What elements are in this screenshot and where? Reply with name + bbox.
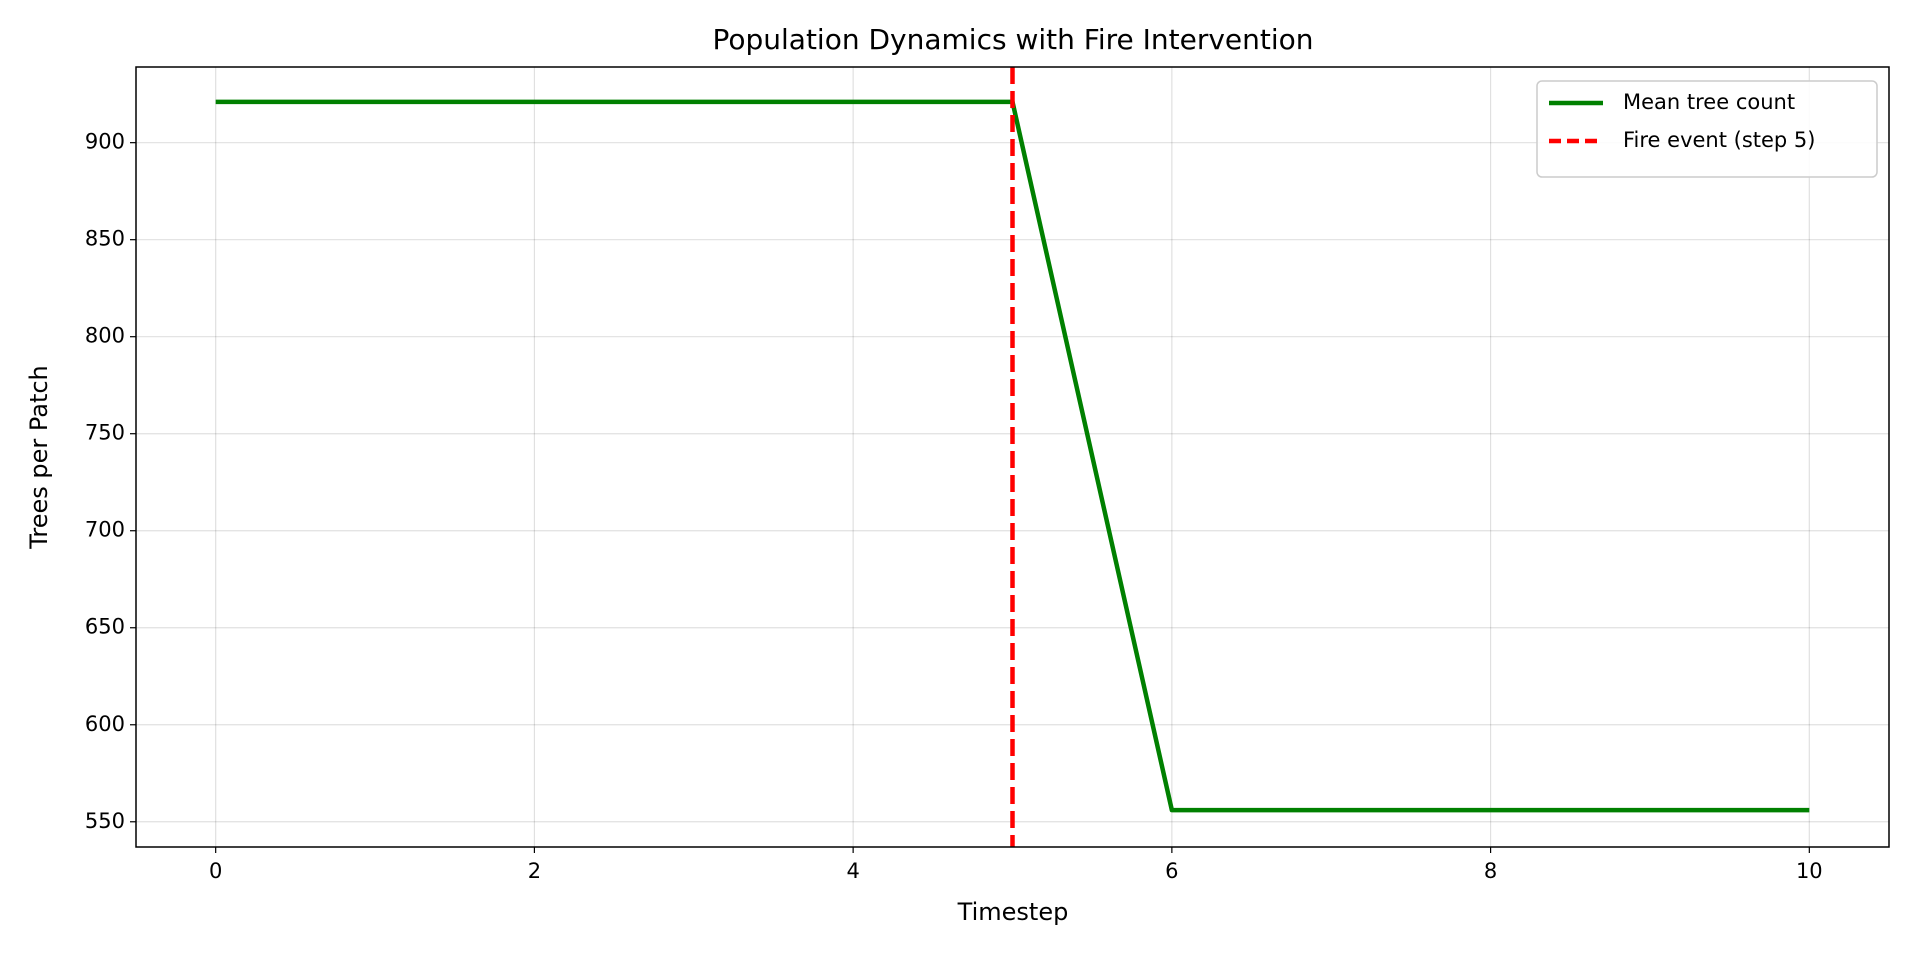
- legend-label: Mean tree count: [1623, 90, 1795, 114]
- y-tick-label: 900: [85, 130, 125, 154]
- x-tick-label: 8: [1484, 859, 1497, 883]
- y-tick-label: 600: [85, 712, 125, 736]
- y-tick-label: 650: [85, 615, 125, 639]
- legend-label: Fire event (step 5): [1623, 128, 1816, 152]
- y-tick-label: 700: [85, 518, 125, 542]
- legend: Mean tree count Fire event (step 5): [1536, 80, 1878, 178]
- y-tick-label: 850: [85, 227, 125, 251]
- y-axis-label: Trees per Patch: [25, 365, 53, 550]
- x-tick-label: 4: [846, 859, 859, 883]
- chart-title: Population Dynamics with Fire Interventi…: [712, 23, 1313, 56]
- plot-frame: [135, 66, 1890, 848]
- x-tick-label: 6: [1165, 859, 1178, 883]
- x-axis-label: Timestep: [957, 898, 1069, 926]
- y-tick-label: 800: [85, 324, 125, 348]
- x-tick-label: 2: [528, 859, 541, 883]
- y-tick-label: 550: [85, 809, 125, 833]
- x-tick-label: 10: [1796, 859, 1823, 883]
- y-tick-label: 750: [85, 421, 125, 445]
- legend-box: [1536, 80, 1878, 178]
- x-tick-label: 0: [209, 859, 222, 883]
